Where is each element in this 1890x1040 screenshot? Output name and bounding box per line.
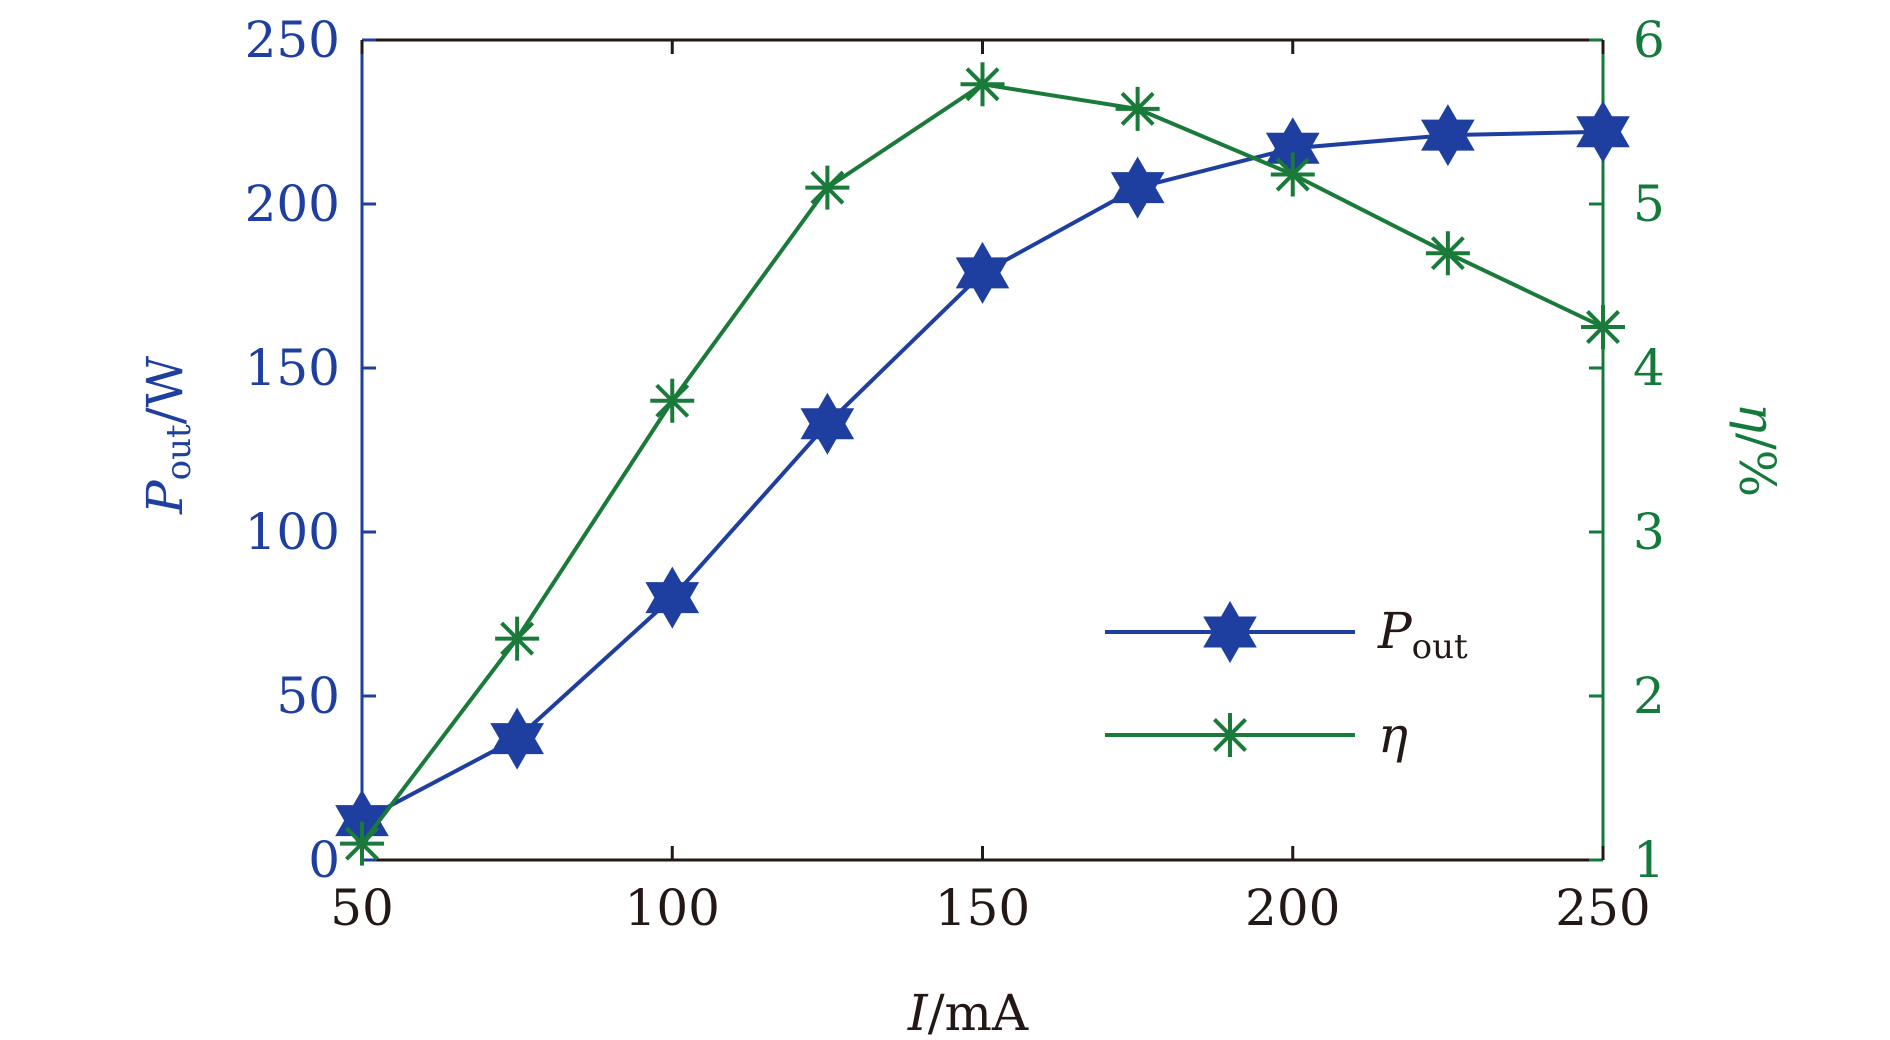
- right-tick-label: 6: [1633, 11, 1665, 69]
- p-out-point: [1110, 156, 1165, 219]
- legend-hexagram-marker: [1203, 601, 1257, 663]
- series-layer: [335, 62, 1630, 866]
- right-tick-label: 5: [1633, 175, 1665, 233]
- legend-label-p-out: Pout: [1377, 602, 1468, 667]
- left-tick-label: 250: [245, 11, 340, 69]
- eta-point: [960, 62, 1005, 107]
- left-tick-label: 100: [245, 503, 340, 561]
- eta-point: [1115, 86, 1160, 131]
- legend: Pout η: [1105, 601, 1468, 764]
- right-tick-label: 1: [1633, 831, 1665, 889]
- x-tick-label: 50: [330, 879, 394, 937]
- p-out-point: [645, 566, 700, 629]
- p-out-point: [1421, 104, 1475, 167]
- right-tick-label: 4: [1633, 339, 1665, 397]
- right-tick-label: 3: [1633, 503, 1665, 561]
- eta-point: [1270, 152, 1315, 197]
- p-out-point: [490, 707, 544, 770]
- x-tick-label: 250: [1555, 879, 1650, 937]
- right-tick-label: 2: [1633, 667, 1665, 725]
- x-tick-label: 200: [1245, 879, 1340, 937]
- legend-asterisk-marker: [1208, 713, 1252, 757]
- legend-label-eta: η: [1378, 706, 1408, 764]
- left-y-axis: 0 50 100 150 200 250: [245, 11, 376, 889]
- plot-frame: [360, 38, 1605, 862]
- y-left-title: Pout/W: [136, 355, 199, 515]
- left-tick-label: 150: [245, 339, 340, 397]
- x-axis: 50 100 150 200 250: [330, 40, 1651, 937]
- x-tick-label: 100: [625, 879, 720, 937]
- series-line-eta: [360, 82, 1604, 845]
- series-line-p-out: [361, 129, 1604, 823]
- eta-point: [1425, 231, 1470, 276]
- x-axis-title: I/mA: [907, 984, 1029, 1040]
- p-out-point: [800, 392, 855, 455]
- left-tick-label: 50: [276, 667, 340, 725]
- eta-point: [805, 165, 850, 210]
- eta-point: [1581, 305, 1625, 349]
- eta-point: [495, 616, 540, 661]
- p-out-point: [1576, 100, 1630, 163]
- legend-marker-p-out: [1203, 601, 1257, 663]
- legend-marker-eta: [1208, 713, 1252, 757]
- left-tick-label: 200: [245, 175, 340, 233]
- eta-point: [340, 821, 384, 866]
- p-out-point: [955, 241, 1010, 304]
- right-y-axis: 1 2 3 4 5 6: [1589, 11, 1665, 889]
- left-tick-label: 0: [308, 831, 340, 889]
- y-right-title: η/%: [1728, 403, 1786, 497]
- x-tick-label: 150: [935, 879, 1030, 937]
- eta-point: [650, 378, 695, 423]
